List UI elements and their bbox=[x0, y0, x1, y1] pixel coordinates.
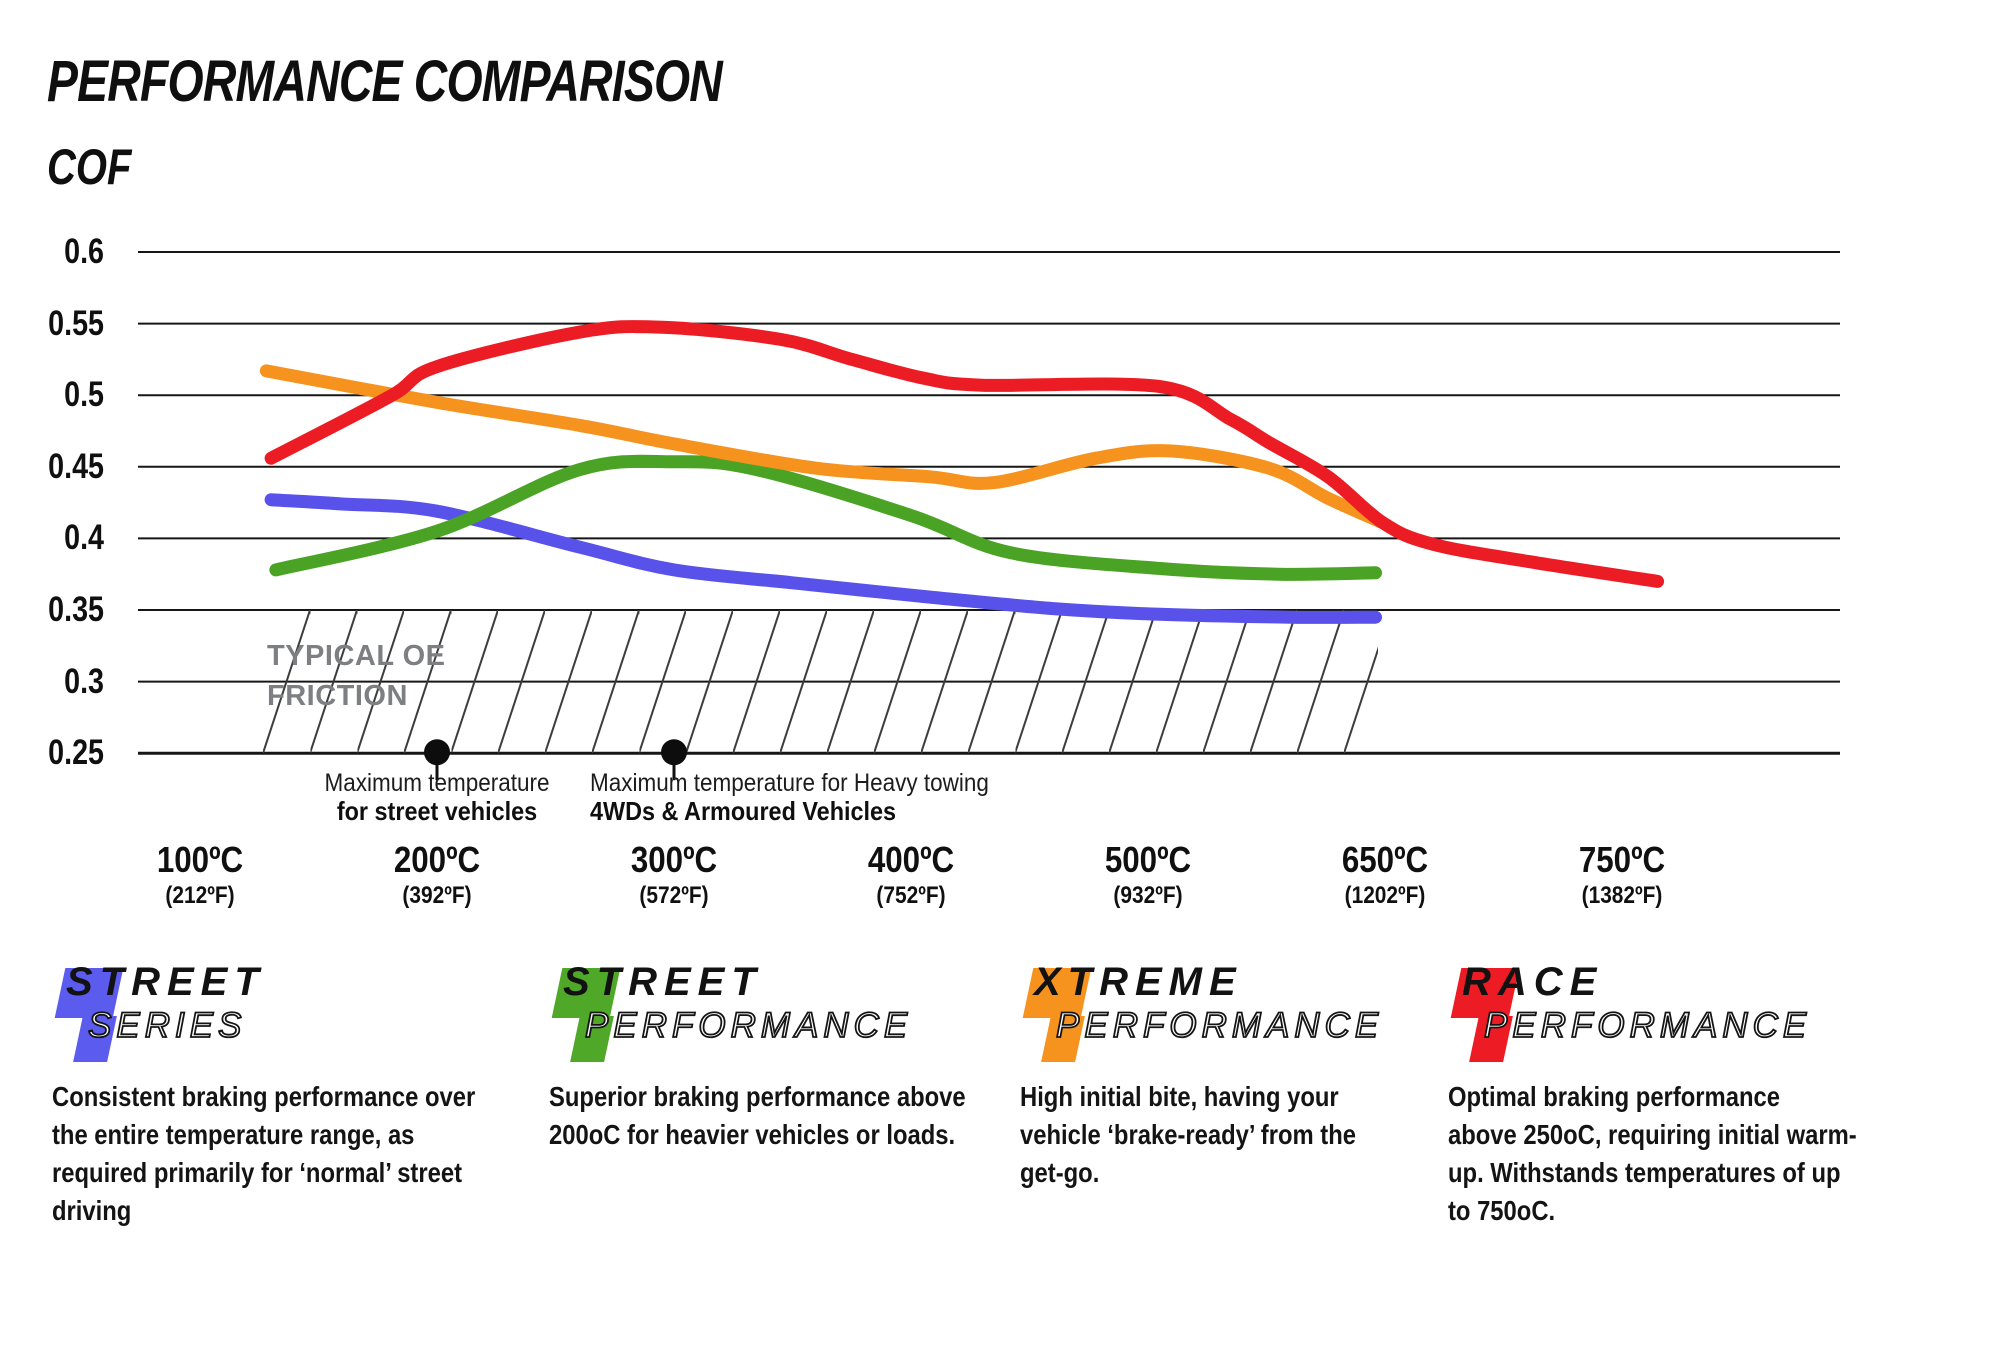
x-tick-celsius: 400ºC bbox=[867, 839, 955, 880]
x-tick-fahrenheit: (212ºF) bbox=[165, 882, 235, 909]
logo-sub-word: SERIES bbox=[87, 1005, 247, 1046]
legend-description-line: Consistent braking performance over bbox=[52, 1081, 476, 1112]
oe-label-line-2: FRICTION bbox=[267, 680, 408, 712]
y-tick-label-0.35: 0.35 bbox=[48, 590, 104, 629]
x-tick-label-650-c: 650ºC (1202ºF) bbox=[1281, 841, 1490, 909]
annotation-line-2: 4WDs & Armoured Vehicles bbox=[590, 796, 897, 826]
x-tick-label-100-c: 100ºC (212ºF) bbox=[96, 841, 305, 909]
y-tick-label-0.5: 0.5 bbox=[64, 375, 104, 415]
legend-description-line: required primarily for ‘normal’ street bbox=[52, 1157, 463, 1188]
series-line-street-series bbox=[264, 493, 1382, 624]
logo-series-word: RACE bbox=[1462, 960, 1604, 1004]
legend-race-performance: RACE PERFORMANCE Optimal braking performan… bbox=[1448, 960, 1929, 1230]
logo-sub-word: PERFORMANCE bbox=[584, 1005, 913, 1046]
page-title: PERFORMANCE COMPARISON bbox=[47, 49, 723, 114]
legend-description-line: Optimal braking performance bbox=[1448, 1081, 1780, 1112]
max-temp-marker-2 bbox=[661, 739, 687, 766]
typical-oe-friction-label: TYPICAL OE FRICTION bbox=[267, 636, 446, 716]
y-tick-label-0.6: 0.6 bbox=[64, 232, 104, 271]
x-tick-celsius: 650ºC bbox=[1341, 839, 1429, 880]
legend-description: Superior braking performance above 200oC … bbox=[549, 1078, 966, 1154]
x-tick-celsius: 300ºC bbox=[630, 839, 718, 880]
x-tick-label-500-c: 500ºC (932ºF) bbox=[1044, 841, 1253, 909]
x-tick-fahrenheit: (392ºF) bbox=[402, 882, 472, 909]
logo-sub-word: PERFORMANCE bbox=[1055, 1005, 1384, 1046]
y-tick-label-0.4: 0.4 bbox=[64, 518, 104, 558]
x-tick-fahrenheit: (572ºF) bbox=[639, 882, 709, 909]
oe-label-line-1: TYPICAL OE bbox=[267, 640, 446, 672]
annotation-line-1: Maximum temperature for Heavy towing bbox=[590, 769, 989, 797]
x-tick-label-200-c: 200ºC (392ºF) bbox=[333, 841, 542, 909]
x-tick-celsius: 100ºC bbox=[156, 839, 244, 880]
street-performance-logo: STREET PERFORMANCE bbox=[549, 960, 1039, 1066]
legend-description-line: Superior braking performance above bbox=[549, 1081, 966, 1112]
logo-series-word: STREET bbox=[66, 960, 266, 1004]
logo-series-word: XTREME bbox=[1034, 960, 1243, 1004]
xtreme-performance-logo: XTREME PERFORMANCE bbox=[1020, 960, 1415, 1066]
logo-series-word: STREET bbox=[563, 960, 763, 1004]
oe-friction-band bbox=[263, 610, 1378, 754]
max-temp-marker-1 bbox=[424, 739, 450, 766]
legend-description: Optimal braking performance above 250oC, … bbox=[1448, 1078, 1857, 1230]
y-tick-label-0.3: 0.3 bbox=[64, 661, 104, 701]
y-axis-title: COF bbox=[47, 139, 132, 195]
legend-street-series: STREET SERIES Consistent braking performan… bbox=[52, 960, 550, 1230]
logo-sub-word: PERFORMANCE bbox=[1483, 1005, 1812, 1046]
legend-xtreme-performance: XTREME PERFORMANCE High initial bite, havi… bbox=[1020, 960, 1415, 1192]
series-line-street-performance bbox=[269, 454, 1382, 581]
legend-description-line: vehicle ‘brake-ready’ from the bbox=[1020, 1119, 1356, 1150]
legend-description-line: High initial bite, having your bbox=[1020, 1081, 1339, 1112]
series-line-xtreme-performance bbox=[259, 364, 1390, 530]
y-tick-label-0.25: 0.25 bbox=[48, 733, 104, 773]
race-performance-logo: RACE PERFORMANCE bbox=[1448, 960, 1929, 1066]
x-tick-fahrenheit: (1382ºF) bbox=[1581, 882, 1663, 909]
legend-description: Consistent braking performance over the e… bbox=[52, 1078, 475, 1230]
legend-street-performance: STREET PERFORMANCE Superior braking perfor… bbox=[549, 960, 1039, 1154]
x-tick-celsius: 500ºC bbox=[1104, 839, 1192, 880]
x-tick-fahrenheit: (932ºF) bbox=[1113, 882, 1183, 909]
legend-description-line: above 250oC, requiring initial warm- bbox=[1448, 1119, 1857, 1150]
x-tick-label-750-c: 750ºC (1382ºF) bbox=[1518, 841, 1727, 909]
legend-description-line: 200oC for heavier vehicles or loads. bbox=[549, 1119, 956, 1150]
legend-description-line: to 750oC. bbox=[1448, 1195, 1556, 1226]
annotation-line-1: Maximum temperature bbox=[324, 769, 550, 797]
max-temp-annotation-1: Maximum temperature for street vehicles bbox=[212, 770, 662, 826]
x-tick-fahrenheit: (1202ºF) bbox=[1344, 882, 1426, 909]
x-tick-fahrenheit: (752ºF) bbox=[876, 882, 946, 909]
street-series-logo: STREET SERIES bbox=[52, 960, 550, 1066]
y-tick-label-0.55: 0.55 bbox=[48, 303, 104, 343]
annotation-line-2: for street vehicles bbox=[336, 796, 538, 826]
legend-description-line: the entire temperature range, as bbox=[52, 1119, 415, 1150]
x-tick-label-300-c: 300ºC (572ºF) bbox=[570, 841, 779, 909]
legend-description-line: get-go. bbox=[1020, 1157, 1100, 1188]
x-tick-celsius: 750ºC bbox=[1578, 839, 1666, 880]
legend-description: High initial bite, having your vehicle ‘b… bbox=[1020, 1078, 1356, 1192]
legend-description-line: up. Withstands temperatures of up bbox=[1448, 1157, 1841, 1188]
x-tick-celsius: 200ºC bbox=[393, 839, 481, 880]
x-tick-label-400-c: 400ºC (752ºF) bbox=[807, 841, 1016, 909]
y-tick-label-0.45: 0.45 bbox=[48, 446, 104, 486]
legend-description-line: driving bbox=[52, 1195, 132, 1226]
series-line-race-performance bbox=[264, 320, 1665, 588]
max-temp-annotation-2: Maximum temperature for Heavy towing 4WDs… bbox=[590, 770, 1094, 826]
